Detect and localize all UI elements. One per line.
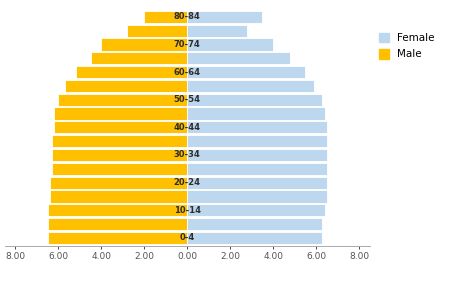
Bar	[52, 149, 187, 161]
Bar	[187, 177, 327, 189]
Bar	[187, 108, 325, 120]
Bar	[75, 66, 187, 78]
Bar	[187, 135, 327, 147]
Bar	[127, 25, 187, 37]
Bar	[187, 25, 247, 37]
Bar	[91, 52, 187, 64]
Bar	[187, 232, 322, 244]
Bar	[187, 121, 327, 133]
Bar	[48, 232, 187, 244]
Bar	[187, 163, 327, 175]
Bar	[144, 11, 187, 23]
Bar	[187, 204, 325, 216]
Bar	[50, 190, 187, 203]
Bar	[52, 163, 187, 175]
Bar	[187, 52, 290, 64]
Bar	[187, 218, 322, 230]
Text: 40-44: 40-44	[174, 123, 201, 132]
Bar	[101, 38, 187, 50]
Text: 0-4: 0-4	[180, 233, 195, 243]
Text: 30-34: 30-34	[174, 151, 201, 160]
Text: 50-54: 50-54	[174, 95, 201, 104]
Bar	[187, 94, 322, 106]
Bar	[187, 80, 314, 92]
Text: 60-64: 60-64	[174, 68, 201, 77]
Text: 10-14: 10-14	[174, 206, 201, 215]
Bar	[50, 177, 187, 189]
Text: 80-84: 80-84	[174, 12, 201, 21]
Bar	[58, 94, 187, 106]
Bar	[48, 204, 187, 216]
Legend: Female, Male: Female, Male	[379, 33, 435, 59]
Bar	[48, 218, 187, 230]
Bar	[54, 121, 187, 133]
Bar	[187, 66, 305, 78]
Bar	[187, 149, 327, 161]
Bar	[187, 38, 273, 50]
Bar	[187, 11, 263, 23]
Bar	[187, 190, 327, 203]
Bar	[65, 80, 187, 92]
Text: 20-24: 20-24	[174, 178, 201, 187]
Bar	[52, 135, 187, 147]
Text: 70-74: 70-74	[174, 40, 201, 49]
Bar	[54, 108, 187, 120]
